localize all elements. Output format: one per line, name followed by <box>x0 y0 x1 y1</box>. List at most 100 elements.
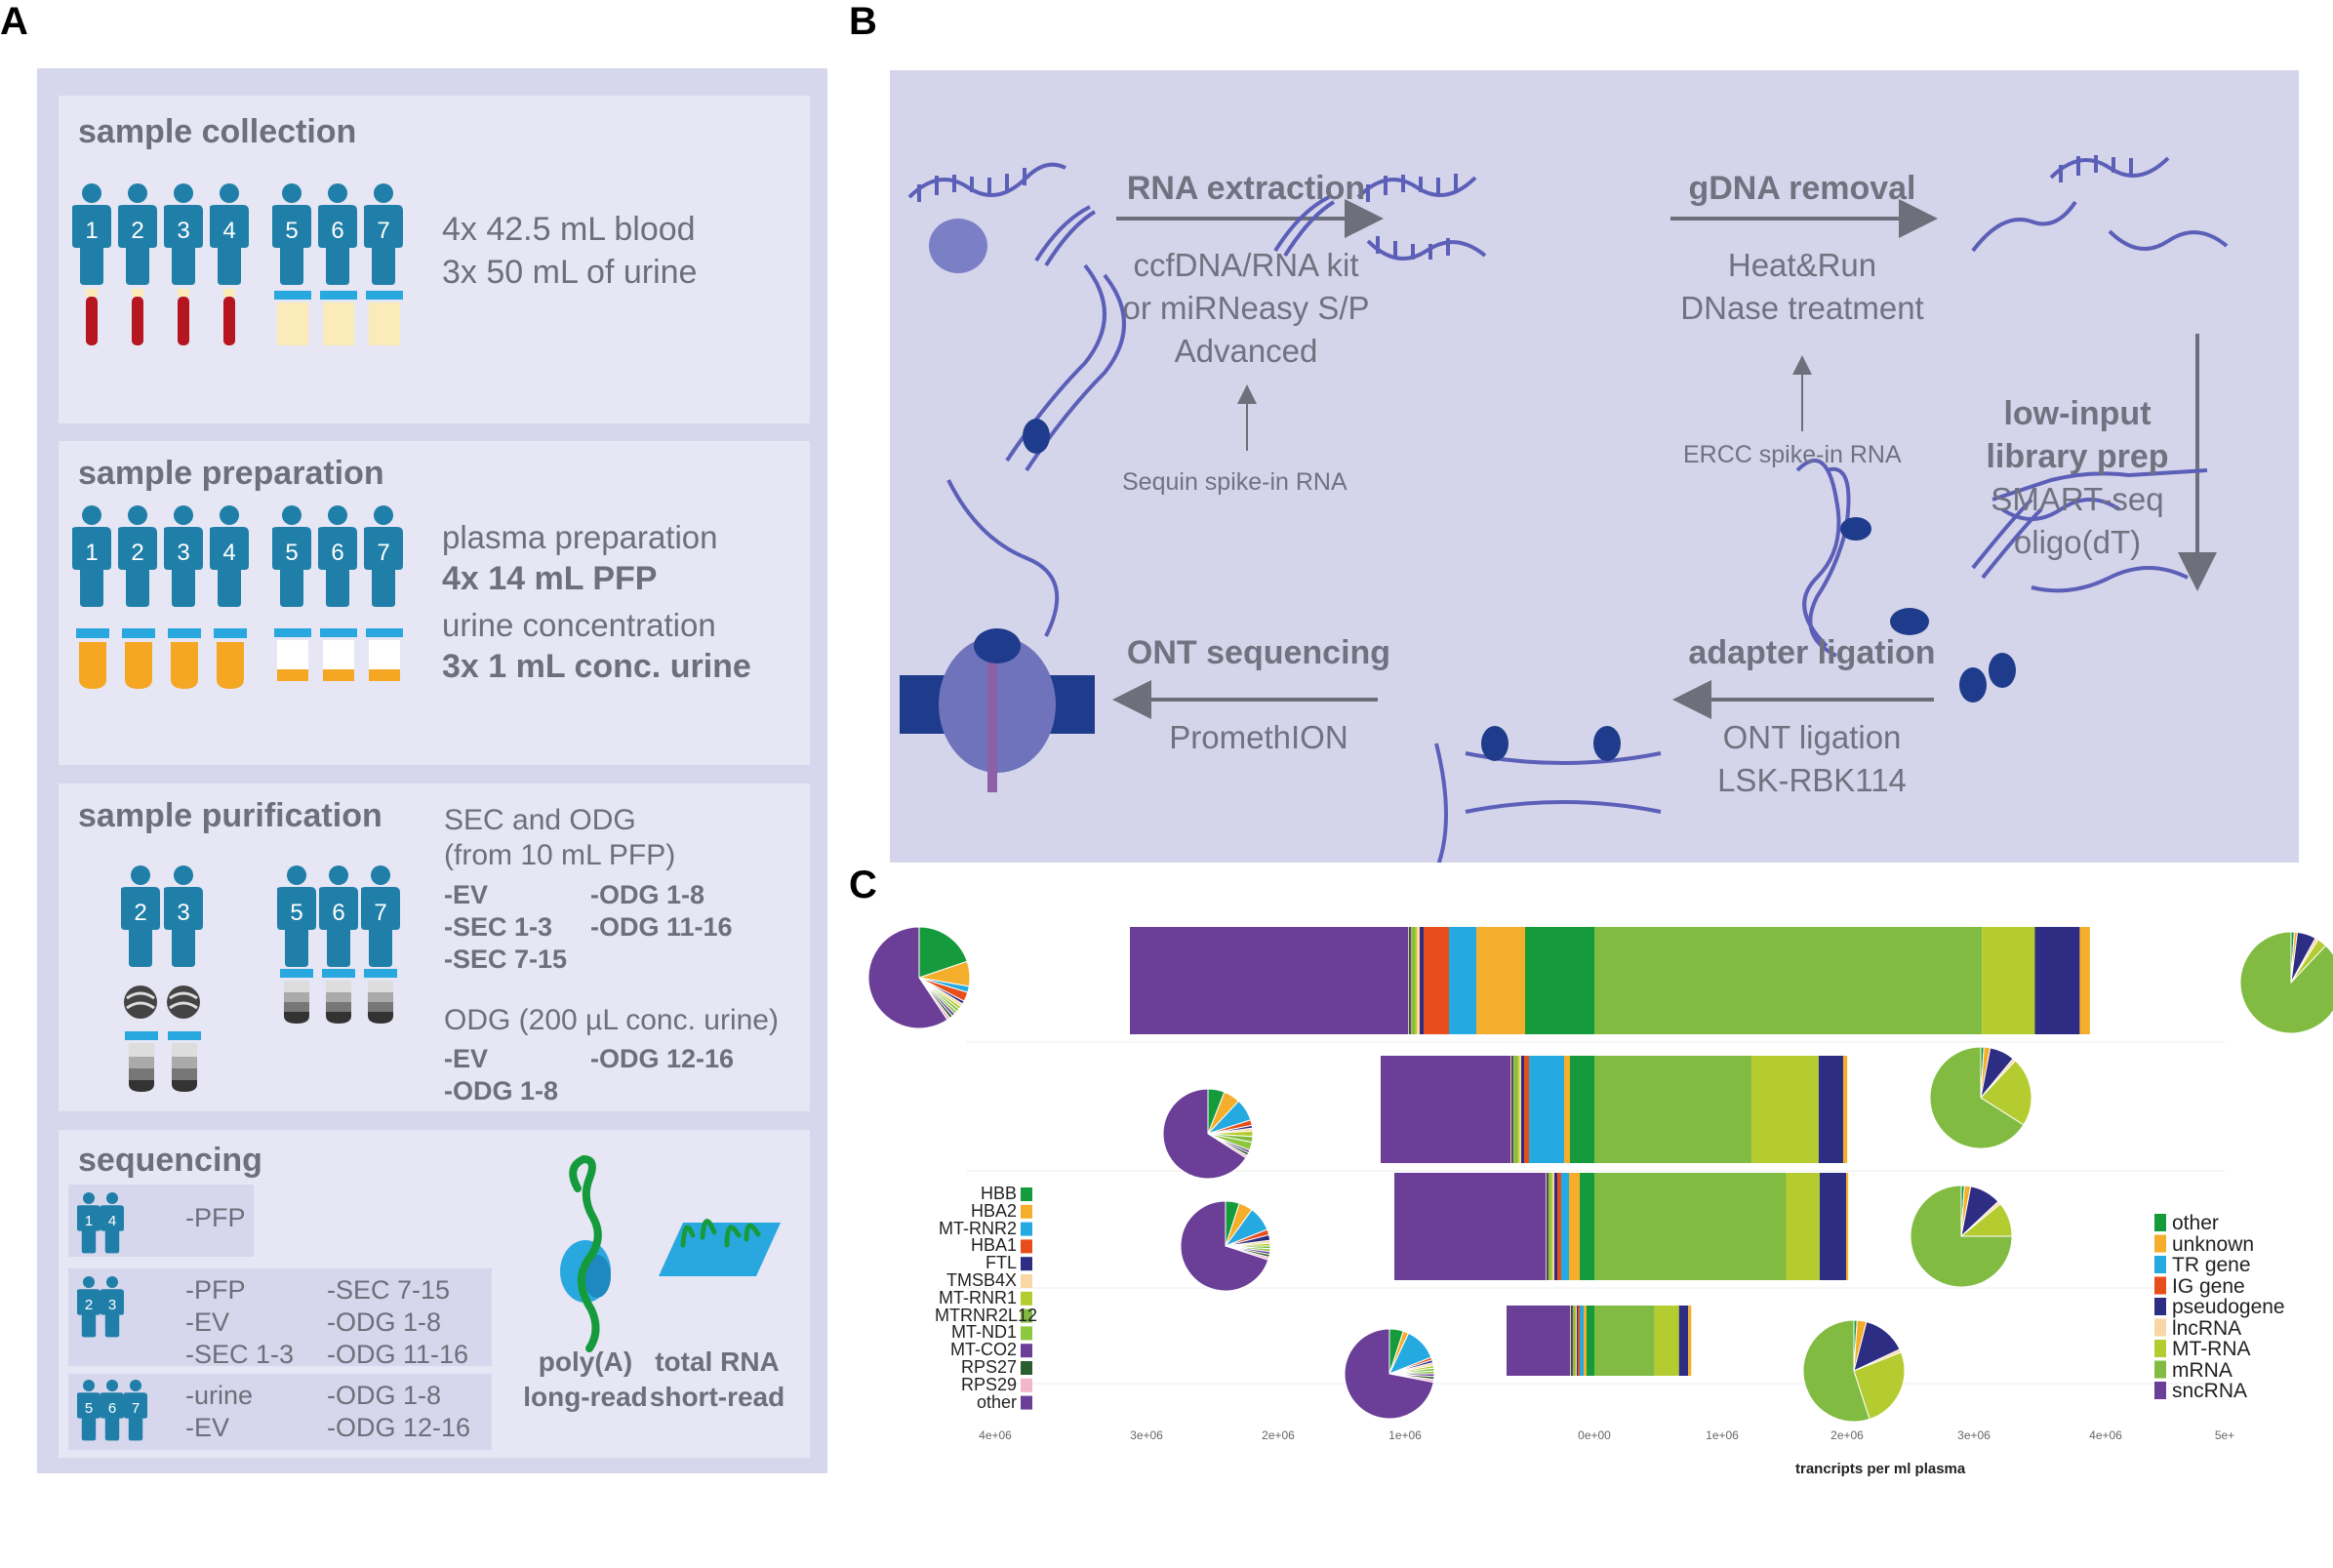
gene-legend-swatch <box>1021 1344 1032 1358</box>
gene-legend-swatch <box>1021 1361 1032 1375</box>
x-tick-label: 2e+06 <box>1830 1428 1864 1442</box>
gene-legend-item: TMSB4X <box>945 1269 1017 1290</box>
sequencing-item: -ODG 11-16 <box>327 1340 469 1369</box>
x-tick-label: 4e+06 <box>979 1428 1012 1442</box>
sec-item: -SEC 1-3 <box>444 912 553 942</box>
biotype-pie-slice <box>1980 1060 2032 1126</box>
gene-legend-swatch <box>1021 1204 1032 1219</box>
urine-cups <box>274 291 403 345</box>
gene-legend-swatch <box>1021 1308 1032 1323</box>
sequencing-item: -SEC 7-15 <box>327 1275 451 1305</box>
bar-segment-left <box>1573 1306 1574 1376</box>
bar-segment-left <box>1554 1173 1557 1280</box>
library-prep-primer: oligo(dT) <box>2013 524 2142 560</box>
longread-label-1: poly(A) <box>538 1347 633 1377</box>
sequin-spike-label: Sequin spike-in RNA <box>1122 468 1348 496</box>
panel-a-label: A <box>0 0 28 43</box>
bar-segment-right <box>1982 927 2035 1034</box>
bar-segment-left <box>1420 927 1424 1034</box>
bar-segment-right <box>1846 1173 1849 1280</box>
nanopore-sequencer-icon <box>900 628 1095 792</box>
library-prep-method: SMART-seq <box>1991 481 2164 517</box>
biotype-pie-slice <box>1910 1185 2013 1288</box>
bar-segment-left <box>1574 1306 1575 1376</box>
biotype-legend: other unknown TR gene IG gene pseudogene… <box>2172 1213 2285 1402</box>
svg-text:7: 7 <box>377 540 389 566</box>
bar-segment-left <box>1413 927 1415 1034</box>
bar-segment-right <box>2079 927 2090 1034</box>
bar-segment-left <box>1512 1056 1513 1163</box>
bar-segment-left <box>1549 1173 1550 1280</box>
gene-legend-swatch <box>1021 1274 1032 1288</box>
sequencing-item: -SEC 1-3 <box>185 1340 295 1369</box>
bar-segment-left <box>1587 1306 1594 1376</box>
biotype-pie-slice <box>2239 931 2333 1034</box>
sample-purification-box: sample purification 2 3 5 6 7 SEC <box>59 784 810 1111</box>
nanopore-icon <box>560 1154 611 1352</box>
bar-segment-right <box>1654 1306 1679 1376</box>
x-tick-label: 4e+06 <box>2089 1428 2122 1442</box>
bar-segment-left <box>1557 1173 1561 1280</box>
collection-urine-text: 3x 50 mL of urine <box>442 254 698 291</box>
sequencing-item: -EV <box>185 1307 230 1337</box>
gene-legend-item: RPS27 <box>960 1356 1017 1377</box>
blood-tubes <box>86 289 235 345</box>
bar-segment-left <box>1575 1306 1576 1376</box>
bar-segment-left <box>1576 1306 1577 1376</box>
shortread-label-2: short-read <box>649 1382 785 1412</box>
gene-pie-slice <box>867 926 948 1029</box>
bar-segment-left <box>1570 1306 1571 1376</box>
urine-concentration-value: 3x 1 mL conc. urine <box>442 648 751 685</box>
donor-number: 2 <box>131 218 143 244</box>
biotype-legend-item: lncRNA <box>2172 1316 2242 1340</box>
gene-legend-item: HBA1 <box>970 1235 1017 1256</box>
x-tick-label: 2e+06 <box>1262 1428 1295 1442</box>
svg-text:5: 5 <box>285 540 298 566</box>
sequencing-item: -ODG 1-8 <box>327 1307 442 1337</box>
x-tick-label: 3e+06 <box>1130 1428 1163 1442</box>
bar-segment-right <box>1750 1056 1819 1163</box>
svg-text:3: 3 <box>177 540 189 566</box>
sequencing-item: -EV <box>185 1413 230 1442</box>
rna-extraction-title: RNA extraction <box>1126 170 1366 207</box>
urine-concentration-label: urine concentration <box>442 607 716 643</box>
svg-text:7: 7 <box>374 900 386 926</box>
bar-segment-left <box>1569 1173 1580 1280</box>
biotype-legend-swatch <box>2154 1298 2166 1315</box>
svg-text:2: 2 <box>131 540 143 566</box>
bar-segment-left <box>1511 1056 1512 1163</box>
bar-segment-right <box>1819 1173 1847 1280</box>
sec-odg-title: SEC and ODG <box>444 804 636 836</box>
sec-item: -ODG 1-8 <box>590 880 705 909</box>
bar-segment-left <box>1577 1306 1578 1376</box>
gdna-removal-title: gDNA removal <box>1688 170 1916 207</box>
x-tick-label: 5e+ <box>2215 1428 2234 1442</box>
gene-legend-swatch <box>1021 1239 1032 1254</box>
gene-legend-swatch <box>1021 1257 1032 1271</box>
gene-legend-swatch <box>1021 1291 1032 1306</box>
biotype-legend-swatch <box>2154 1214 2166 1231</box>
promethion-label: PromethION <box>1169 719 1348 755</box>
rna-kit-line: or miRNeasy S/P <box>1122 290 1370 326</box>
workflow-graphics <box>900 155 2229 863</box>
sample-preparation-heading: sample preparation <box>78 455 384 492</box>
collection-blood-text: 4x 42.5 mL blood <box>442 211 696 248</box>
odg-item: -ODG 1-8 <box>444 1076 559 1106</box>
sequencing-item: -urine <box>185 1381 254 1410</box>
bar-segment-left <box>1550 1173 1552 1280</box>
gene-legend-swatch <box>1021 1378 1032 1392</box>
gene-legend-item: FTL <box>985 1253 1017 1273</box>
x-tick-label: 1e+06 <box>1706 1428 1739 1442</box>
bar-segment-left <box>1409 927 1410 1034</box>
biotype-legend-item: pseudogene <box>2172 1296 2285 1318</box>
bar-segment-right <box>1786 1173 1820 1280</box>
biotype-legend-item: other <box>2172 1212 2219 1234</box>
donor-number: 3 <box>177 218 189 244</box>
bar-segment-right <box>2034 927 2080 1034</box>
bar-segment-right <box>1594 1173 1787 1280</box>
svg-text:5: 5 <box>290 900 302 926</box>
bar-segment-right <box>1594 1306 1655 1376</box>
bar-segment-left <box>1381 1056 1510 1163</box>
panel-b-workflow: RNA extraction ccfDNA/RNA kit or miRNeas… <box>890 70 2299 863</box>
gene-legend-swatch <box>1021 1187 1032 1201</box>
